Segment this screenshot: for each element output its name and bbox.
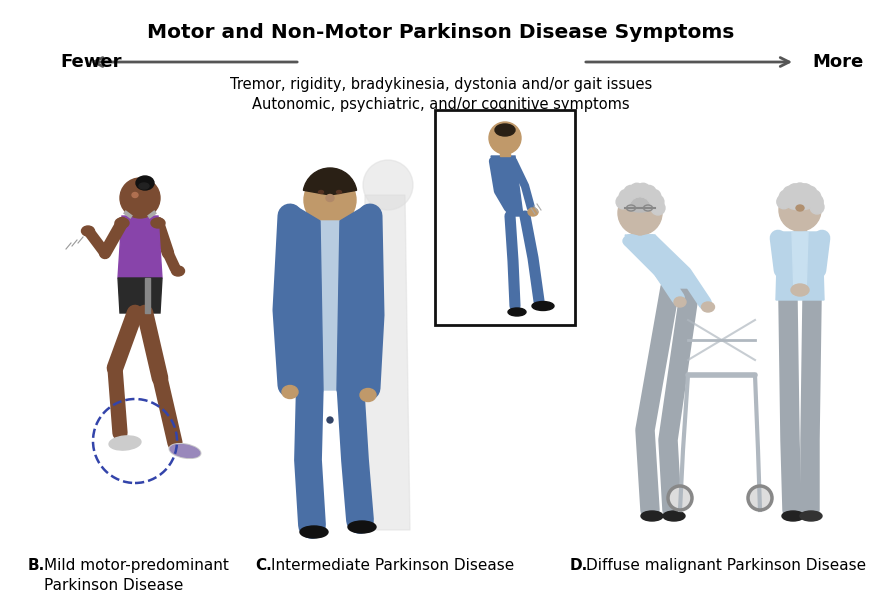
- Ellipse shape: [796, 205, 804, 211]
- Circle shape: [120, 178, 160, 218]
- Circle shape: [668, 486, 692, 510]
- Ellipse shape: [639, 235, 657, 247]
- Ellipse shape: [360, 389, 376, 402]
- Polygon shape: [792, 232, 808, 295]
- Bar: [794, 225, 806, 233]
- Text: Autonomic, psychiatric, and/or cognitive symptoms: Autonomic, psychiatric, and/or cognitive…: [252, 97, 630, 111]
- Circle shape: [651, 201, 665, 215]
- Ellipse shape: [109, 436, 141, 450]
- Ellipse shape: [800, 511, 822, 521]
- Circle shape: [630, 184, 644, 197]
- Circle shape: [618, 191, 662, 235]
- Wedge shape: [303, 168, 356, 195]
- Bar: [322, 216, 338, 226]
- Circle shape: [636, 184, 650, 197]
- Ellipse shape: [348, 521, 376, 533]
- Ellipse shape: [132, 192, 138, 198]
- Text: More: More: [812, 53, 863, 71]
- Circle shape: [777, 195, 791, 209]
- Ellipse shape: [701, 302, 714, 312]
- Ellipse shape: [663, 511, 685, 521]
- Ellipse shape: [139, 183, 149, 189]
- Ellipse shape: [528, 208, 538, 216]
- Ellipse shape: [532, 301, 554, 310]
- Circle shape: [783, 186, 797, 200]
- Circle shape: [642, 185, 656, 200]
- Ellipse shape: [674, 297, 686, 307]
- Polygon shape: [360, 195, 410, 530]
- Polygon shape: [320, 221, 340, 390]
- Circle shape: [809, 195, 823, 209]
- Ellipse shape: [300, 526, 328, 538]
- Ellipse shape: [623, 235, 641, 247]
- Ellipse shape: [791, 284, 809, 296]
- Circle shape: [489, 122, 521, 154]
- Ellipse shape: [326, 195, 334, 201]
- Text: Parkinson Disease: Parkinson Disease: [44, 578, 183, 593]
- Polygon shape: [625, 235, 690, 288]
- Circle shape: [304, 174, 356, 226]
- Ellipse shape: [337, 190, 341, 193]
- Ellipse shape: [171, 266, 184, 276]
- Bar: [145, 278, 150, 313]
- Ellipse shape: [282, 386, 298, 399]
- Circle shape: [363, 160, 413, 210]
- Circle shape: [798, 184, 812, 198]
- Text: C.: C.: [255, 558, 272, 573]
- Text: Tremor, rigidity, bradykinesia, dystonia and/or gait issues: Tremor, rigidity, bradykinesia, dystonia…: [230, 78, 652, 92]
- Bar: [500, 149, 510, 156]
- Circle shape: [650, 195, 664, 209]
- Bar: [634, 229, 646, 237]
- Ellipse shape: [136, 176, 154, 190]
- Ellipse shape: [508, 308, 526, 316]
- Circle shape: [619, 190, 633, 203]
- Text: D.: D.: [570, 558, 588, 573]
- Ellipse shape: [624, 194, 656, 212]
- Polygon shape: [337, 206, 365, 440]
- Ellipse shape: [170, 445, 200, 458]
- Ellipse shape: [111, 437, 139, 448]
- Text: Diffuse malignant Parkinson Disease: Diffuse malignant Parkinson Disease: [586, 558, 866, 573]
- Text: Intermediate Parkinson Disease: Intermediate Parkinson Disease: [271, 558, 514, 573]
- Polygon shape: [118, 278, 162, 313]
- Circle shape: [647, 190, 661, 203]
- Circle shape: [617, 195, 630, 209]
- Bar: [135, 212, 145, 220]
- Text: Motor and Non-Motor Parkinson Disease Symptoms: Motor and Non-Motor Parkinson Disease Sy…: [147, 23, 735, 41]
- Circle shape: [810, 200, 824, 214]
- Polygon shape: [491, 156, 523, 216]
- Text: Fewer: Fewer: [60, 53, 122, 71]
- Ellipse shape: [782, 511, 804, 521]
- Ellipse shape: [314, 176, 346, 192]
- Ellipse shape: [169, 444, 201, 458]
- Ellipse shape: [151, 218, 165, 228]
- Text: Mild motor-predominant: Mild motor-predominant: [44, 558, 228, 573]
- Circle shape: [779, 190, 793, 204]
- Ellipse shape: [785, 194, 815, 210]
- Circle shape: [793, 183, 807, 197]
- Circle shape: [624, 185, 638, 200]
- Circle shape: [779, 189, 821, 231]
- Ellipse shape: [318, 190, 324, 193]
- Circle shape: [788, 184, 802, 198]
- Ellipse shape: [81, 226, 94, 236]
- Polygon shape: [776, 232, 824, 300]
- Polygon shape: [118, 216, 162, 278]
- Circle shape: [807, 190, 821, 204]
- Circle shape: [327, 417, 333, 423]
- Polygon shape: [288, 226, 372, 380]
- Ellipse shape: [115, 218, 129, 228]
- Circle shape: [803, 186, 817, 200]
- Text: B.: B.: [28, 558, 45, 573]
- Polygon shape: [295, 206, 323, 440]
- Ellipse shape: [495, 124, 515, 136]
- Circle shape: [748, 486, 772, 510]
- Ellipse shape: [641, 511, 663, 521]
- Bar: [435, 110, 575, 325]
